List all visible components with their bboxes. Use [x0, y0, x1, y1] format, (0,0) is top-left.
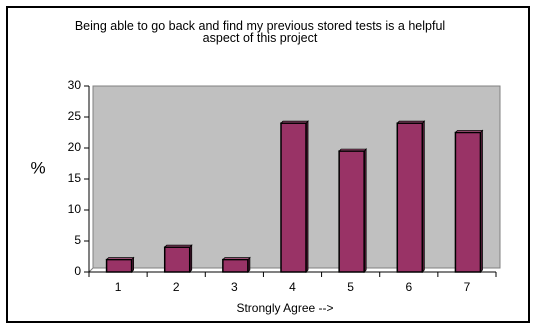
bar — [221, 256, 251, 273]
x-tick-label: 4 — [289, 280, 296, 294]
y-tick-label: 30 — [68, 78, 82, 92]
x-tick-label: 1 — [115, 280, 122, 294]
x-axis-ticks: 1 2 3 4 5 6 7 — [88, 272, 497, 294]
x-tick-label: 3 — [231, 280, 238, 294]
bar — [396, 120, 426, 273]
chart-title: Being able to go back and find my previo… — [74, 19, 446, 45]
bar — [454, 129, 484, 273]
x-tick-label: 5 — [347, 280, 354, 294]
bar — [338, 148, 368, 273]
y-tick-label: 15 — [68, 171, 82, 185]
x-tick-label: 7 — [464, 280, 471, 294]
bar — [105, 256, 135, 273]
x-tick-label: 2 — [173, 280, 180, 294]
bar-series — [105, 120, 484, 273]
y-tick-label: 5 — [74, 233, 81, 247]
y-tick-label: 10 — [68, 202, 82, 216]
x-tick-label: 6 — [405, 280, 412, 294]
y-axis-ticks: 0 5 10 15 20 25 30 — [68, 78, 89, 278]
bar — [280, 120, 309, 273]
x-axis-label: Strongly Agree --> — [236, 301, 333, 315]
bar — [163, 244, 193, 273]
y-axis-label: % — [30, 158, 45, 177]
y-tick-label: 0 — [74, 264, 81, 278]
y-tick-label: 25 — [68, 109, 82, 123]
y-tick-label: 20 — [68, 140, 82, 154]
